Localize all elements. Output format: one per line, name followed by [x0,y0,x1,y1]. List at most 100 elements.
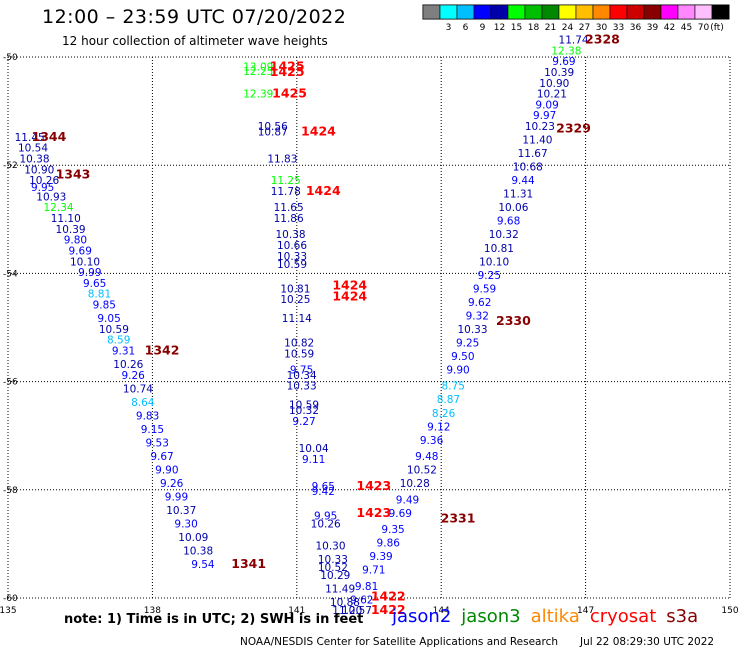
color-scale-label: 9 [480,23,486,33]
x-tick-label: 144 [433,606,450,616]
track-time-label: 2328 [585,31,620,46]
wave-height-label: 10.59 [289,400,319,412]
color-scale-label: 33 [613,23,624,33]
wave-height-label: 9.90 [446,364,469,376]
credit-text: NOAA/NESDIS Center for Satellite Applica… [240,636,558,648]
chart-title: 12:00 – 23:59 UTC 07/20/2022 [42,6,347,28]
wave-height-label: 10.25 [280,294,310,306]
track-time-label: 2331 [441,510,476,525]
wave-height-label: 9.25 [456,337,479,349]
wave-height-label: 10.26 [311,519,341,531]
wave-height-label: 13.09 [243,62,273,74]
wave-height-label: 12.38 [551,45,581,57]
wave-height-label: 9.80 [64,235,87,247]
wave-height-label: 10.74 [123,383,153,395]
wave-height-label: 11.31 [503,189,533,201]
y-tick-label: -58 [3,486,18,496]
wave-height-label: 10.66 [277,240,307,252]
color-scale-swatch [660,4,679,20]
y-tick-label: -50 [3,53,18,63]
wave-height-label: 12.39 [243,89,273,101]
color-scale-swatch [609,4,628,20]
wave-height-label: 9.75 [290,364,313,376]
color-scale-label: 24 [562,23,574,33]
wave-height-label: 10.04 [299,443,329,455]
wave-height-label: 8.81 [88,289,111,301]
wave-height-label: 8.75 [442,381,465,393]
wave-height-label: 10.90 [24,164,54,176]
color-scale-label: 6 [463,23,469,33]
color-scale-unit: (ft) [710,23,724,33]
color-scale-label: 30 [596,23,608,33]
wave-height-label: 9.69 [389,508,412,520]
color-scale-swatch [711,4,730,20]
x-tick-label: 141 [288,606,305,616]
wave-height-label: 9.31 [112,346,135,358]
wave-height-label: 11.40 [522,135,552,147]
wave-height-label: 9.71 [362,565,385,577]
wave-height-label: 9.95 [31,182,54,194]
color-scale-label: 39 [647,23,659,33]
track-time-label: 1425 [272,86,307,101]
color-scale-label: 12 [494,23,505,33]
wave-height-label: 9.05 [97,313,120,325]
wave-height-label: 8.64 [131,397,155,409]
track-time-label: 2330 [496,313,531,328]
wave-height-label: 9.36 [420,435,444,447]
wave-height-label: 9.62 [468,297,491,309]
wave-height-label: 9.54 [191,559,215,571]
wave-height-label: 10.59 [284,348,314,360]
wave-height-label: 9.65 [83,278,106,290]
wave-height-label: 10.59 [99,324,129,336]
track-time-label: 1422 [371,602,406,617]
wave-height-label: 9.97 [533,110,556,122]
wave-height-label: 10.26 [29,175,59,187]
y-tick-label: -54 [3,269,18,279]
wave-height-label: 9.12 [427,421,450,433]
track-time-label: 1423 [356,478,391,493]
wave-height-label: 10.88 [330,597,360,609]
wave-height-label: 11.65 [274,202,304,214]
wave-height-label: 10.54 [18,143,48,155]
wave-height-label: 10.52 [318,562,348,574]
track-time-label: 2329 [556,121,591,136]
wave-height-label: 10.26 [113,359,143,371]
wave-height-label: 10.37 [166,505,196,517]
wave-height-label: 10.38 [19,153,49,165]
track-time-label: 1344 [32,129,67,144]
wave-height-label: 10.82 [284,337,314,349]
wave-height-label: 11.14 [282,313,312,325]
wave-height-label: 9.35 [381,524,404,536]
color-scale-swatch [507,4,526,20]
color-scale-swatch [473,4,492,20]
wave-height-label: 10.56 [258,121,288,133]
wave-height-label: 9.83 [136,410,159,422]
wave-height-label: 10.93 [36,191,66,203]
footer-note: note: 1) Time is in UTC; 2) SWH is in fe… [64,612,364,627]
color-scale-swatch [592,4,611,20]
wave-height-label: 10.38 [183,546,213,558]
wave-height-label: 9.48 [415,451,438,463]
wave-height-label: 10.10 [70,256,100,268]
timestamp-text: Jul 22 08:29:30 UTC 2022 [580,636,715,648]
wave-height-label: 11.78 [271,186,301,198]
color-scale-swatch [694,4,713,20]
wave-height-label: 10.52 [407,465,437,477]
wave-height-label: 9.32 [466,310,489,322]
wave-height-label: 10.87 [258,126,288,138]
wave-height-label: 10.57 [342,605,372,617]
color-scale-label: 27 [579,23,590,33]
color-scale-label: 15 [511,23,522,33]
wave-height-label: 9.69 [552,56,575,68]
color-scale-swatch [439,4,458,20]
y-tick-label: -56 [3,378,18,388]
color-scale-label: 18 [528,23,540,33]
color-scale-label: 36 [630,23,642,33]
wave-height-label: 10.32 [489,229,519,241]
wave-height-label: 10.21 [537,89,567,101]
wave-height-label: 9.86 [377,538,401,550]
legend-jason2: jason2 [392,606,452,627]
color-scale-swatch [626,4,645,20]
track-time-label: 1424 [332,288,367,303]
wave-height-label: 11.45 [15,132,45,144]
